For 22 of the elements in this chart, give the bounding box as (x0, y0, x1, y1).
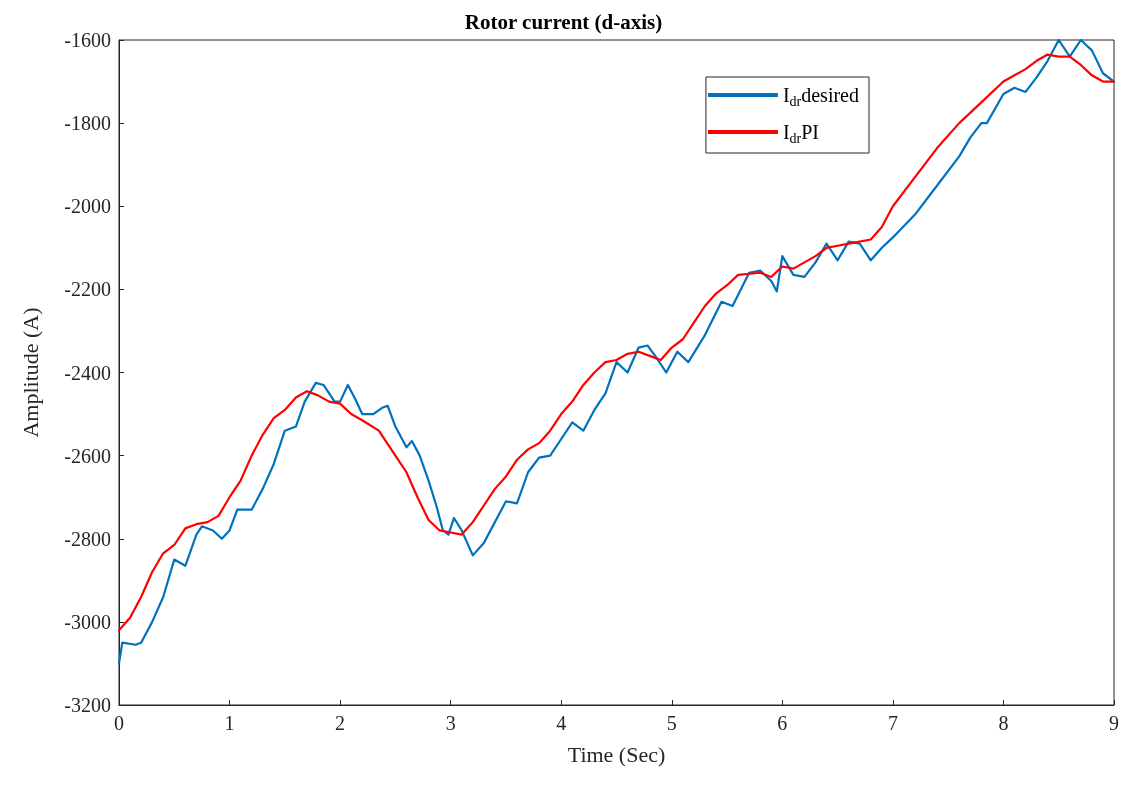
x-tick-label: 3 (445, 712, 456, 734)
y-tick-label: -1800 (64, 112, 111, 135)
y-tick-label: -2400 (64, 361, 111, 384)
x-tick-label: 1 (224, 712, 235, 734)
y-axis-title: Amplitude (A) (17, 307, 43, 438)
y-tick-label: -3000 (64, 610, 111, 633)
x-tick-label: 6 (777, 712, 788, 734)
x-axis-title: Time (Sec) (567, 741, 666, 767)
chart-title: Rotor current (d-axis) (464, 9, 663, 34)
x-tick-label: 2 (335, 712, 346, 734)
y-tick-label: -2200 (64, 278, 111, 301)
y-tick-label: -2800 (64, 527, 111, 550)
x-tick-label: 8 (998, 712, 1009, 734)
y-tick-label: -1600 (64, 29, 111, 51)
y-tick-label: -3200 (64, 694, 111, 716)
x-tick-label: 7 (887, 712, 898, 734)
x-tick-label: 0 (114, 712, 124, 734)
y-tick-label: -2000 (64, 195, 111, 218)
x-tick-label: 5 (666, 712, 677, 734)
y-tick-label: -2600 (64, 444, 111, 467)
x-tick-label: 9 (1109, 712, 1119, 734)
x-tick-label: 4 (556, 712, 567, 734)
